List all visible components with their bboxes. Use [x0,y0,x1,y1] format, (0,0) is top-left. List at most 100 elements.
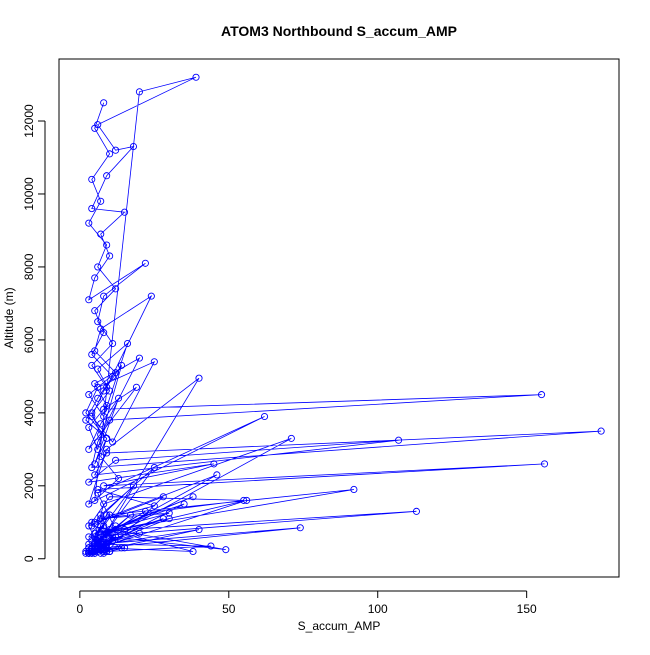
data-point [94,318,102,326]
data-point [112,369,120,377]
data-point [100,292,108,300]
data-point [91,496,99,504]
data-point [159,515,167,523]
data-point [287,434,295,442]
data-point [597,427,605,435]
data-point [120,544,129,552]
data-point [135,529,143,537]
data-point [112,456,120,464]
plot-frame [58,58,620,578]
data-point [260,412,269,421]
data-point [103,241,111,249]
data-point [97,420,105,428]
data-point [180,500,188,508]
data-point [147,292,155,300]
data-point [159,493,167,501]
x-axis-label: S_accum_AMP [298,619,381,633]
data-point [135,88,143,96]
data-point [97,325,105,333]
data-point [538,391,546,399]
data-point [97,431,105,439]
x-tick-label: 0 [77,602,84,616]
data-point [395,436,403,444]
data-point [106,150,114,158]
data-point [115,474,123,483]
data-point [112,522,120,530]
data-point [126,511,135,519]
data-point [123,339,132,348]
data-point [120,526,129,534]
y-tick-label: 6000 [22,326,36,353]
data-point [85,478,93,486]
data-point [150,502,158,510]
data-point [94,445,102,453]
data-point [82,416,90,424]
data-point [141,507,149,515]
data-point [100,412,108,421]
data-point [135,354,143,362]
data-point [91,307,99,315]
data-point [82,409,90,417]
data-point [120,208,129,216]
data-point [109,339,117,348]
y-tick-label: 2000 [22,472,36,499]
data-point [112,285,120,293]
data-point [94,394,102,402]
data-point [103,172,111,180]
x-tick-label: 100 [368,602,388,616]
data-point [165,509,173,517]
data-point [85,423,93,431]
data-point [100,405,108,413]
y-tick-label: 12000 [22,104,36,138]
data-point [106,511,114,519]
data-point [91,471,99,479]
data-point [94,121,102,129]
y-tick-label: 10000 [22,177,36,211]
data-point [115,394,123,402]
data-point [97,453,105,461]
data-point [88,464,96,472]
data-point [243,496,251,504]
data-point [240,496,248,504]
data-point [88,549,96,557]
data-point [94,489,102,497]
data-point [97,515,105,523]
x-tick-label: 50 [222,602,236,616]
data-point [88,361,96,369]
data-point [97,230,105,238]
data-point [91,518,99,526]
data-point [150,464,158,472]
data-point [85,219,93,227]
data-point [94,485,102,494]
data-point [97,197,105,205]
data-point [91,274,99,282]
data-point [94,263,102,271]
data-point [103,540,111,548]
data-point [100,547,108,556]
data-point [103,445,111,453]
data-point [141,259,149,267]
data-point [100,522,108,530]
series-layer [82,73,605,557]
data-point [103,449,111,457]
y-tick-label: 8000 [22,253,36,280]
data-point [222,546,230,554]
data-point [350,485,358,494]
data-point [85,522,93,530]
data-point [100,500,108,508]
data-point [94,438,102,446]
data-point [195,526,203,534]
data-point [189,547,197,556]
data-point [118,361,126,369]
data-point [100,387,108,395]
data-point [94,383,102,391]
data-point [109,438,117,446]
y-tick-label: 4000 [22,399,36,426]
data-point [207,542,215,550]
data-point [129,142,138,151]
data-point [189,493,197,501]
data-point [85,445,93,453]
data-point [106,493,114,501]
